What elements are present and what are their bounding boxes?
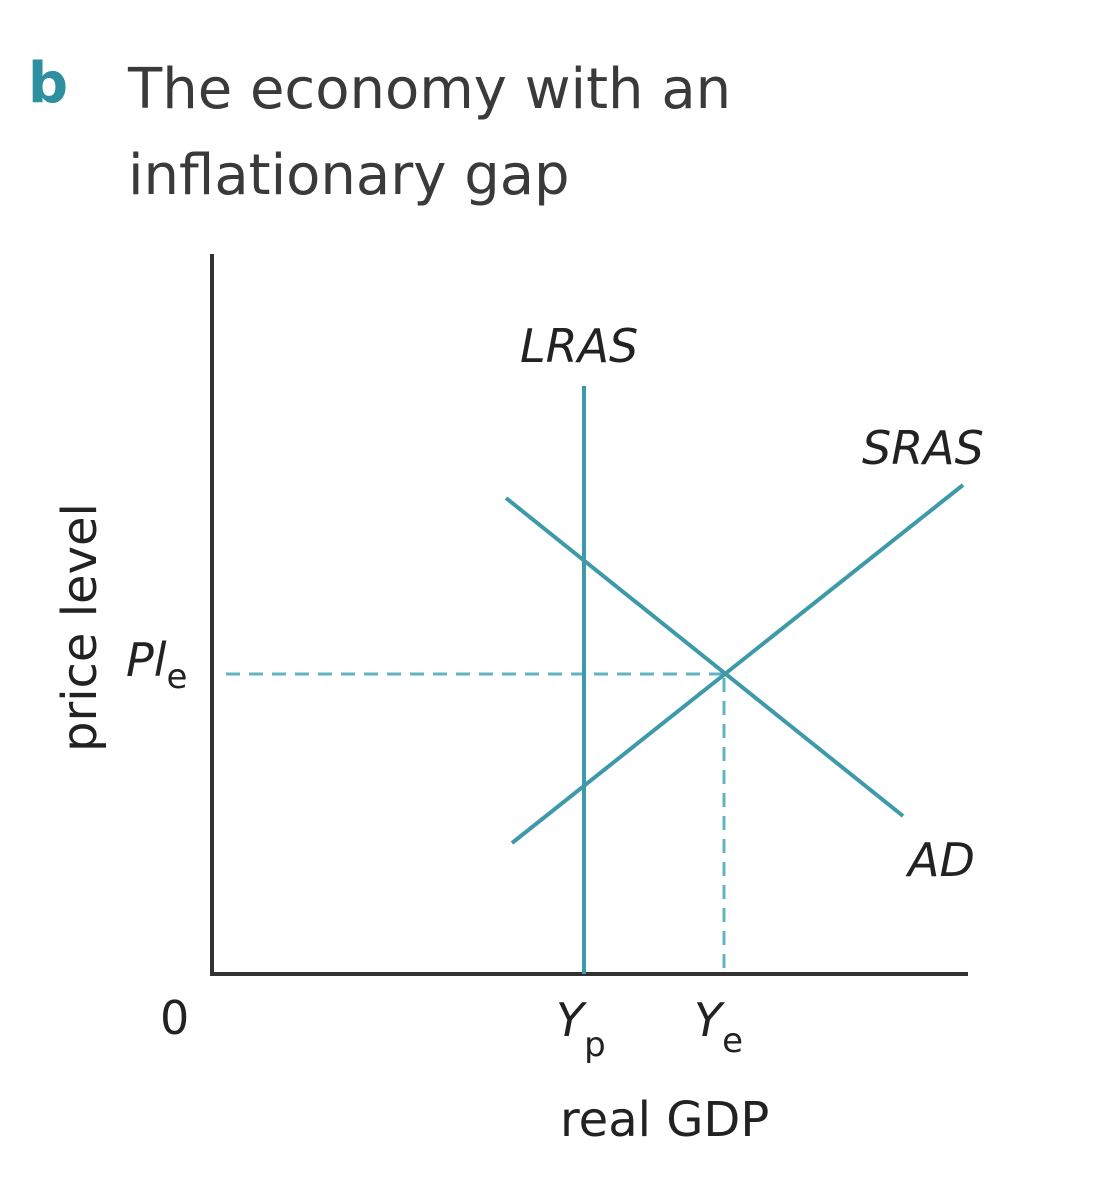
- y-axis-label: price level: [52, 503, 108, 752]
- price-level-tick-subscript: e: [167, 657, 188, 697]
- ad-label: AD: [905, 833, 975, 887]
- price-level-tick-main: Pl: [126, 633, 167, 687]
- equilibrium-output-tick-main: Y: [694, 993, 726, 1047]
- equilibrium-output-tick-subscript: e: [722, 1021, 743, 1061]
- title-line-2: inflationary gap: [128, 143, 570, 208]
- ad-curve: [504, 496, 905, 818]
- potential-output-tick-main: Y: [556, 993, 588, 1047]
- origin-label: 0: [160, 991, 189, 1045]
- potential-output-tick-subscript: p: [584, 1025, 606, 1065]
- sras-label: SRAS: [862, 421, 984, 475]
- figure-header: b The economy with an inflationary gap: [0, 0, 1100, 240]
- potential-output-tick: Yp: [556, 993, 606, 1065]
- equilibrium-output-tick: Ye: [694, 993, 743, 1061]
- lras-label: LRAS: [520, 319, 638, 373]
- part-letter: b: [28, 51, 69, 116]
- sras-curve: [510, 483, 965, 845]
- title-line-1: The economy with an: [128, 57, 732, 122]
- x-axis-label: real GDP: [560, 1092, 769, 1148]
- price-level-tick: Ple: [126, 633, 187, 697]
